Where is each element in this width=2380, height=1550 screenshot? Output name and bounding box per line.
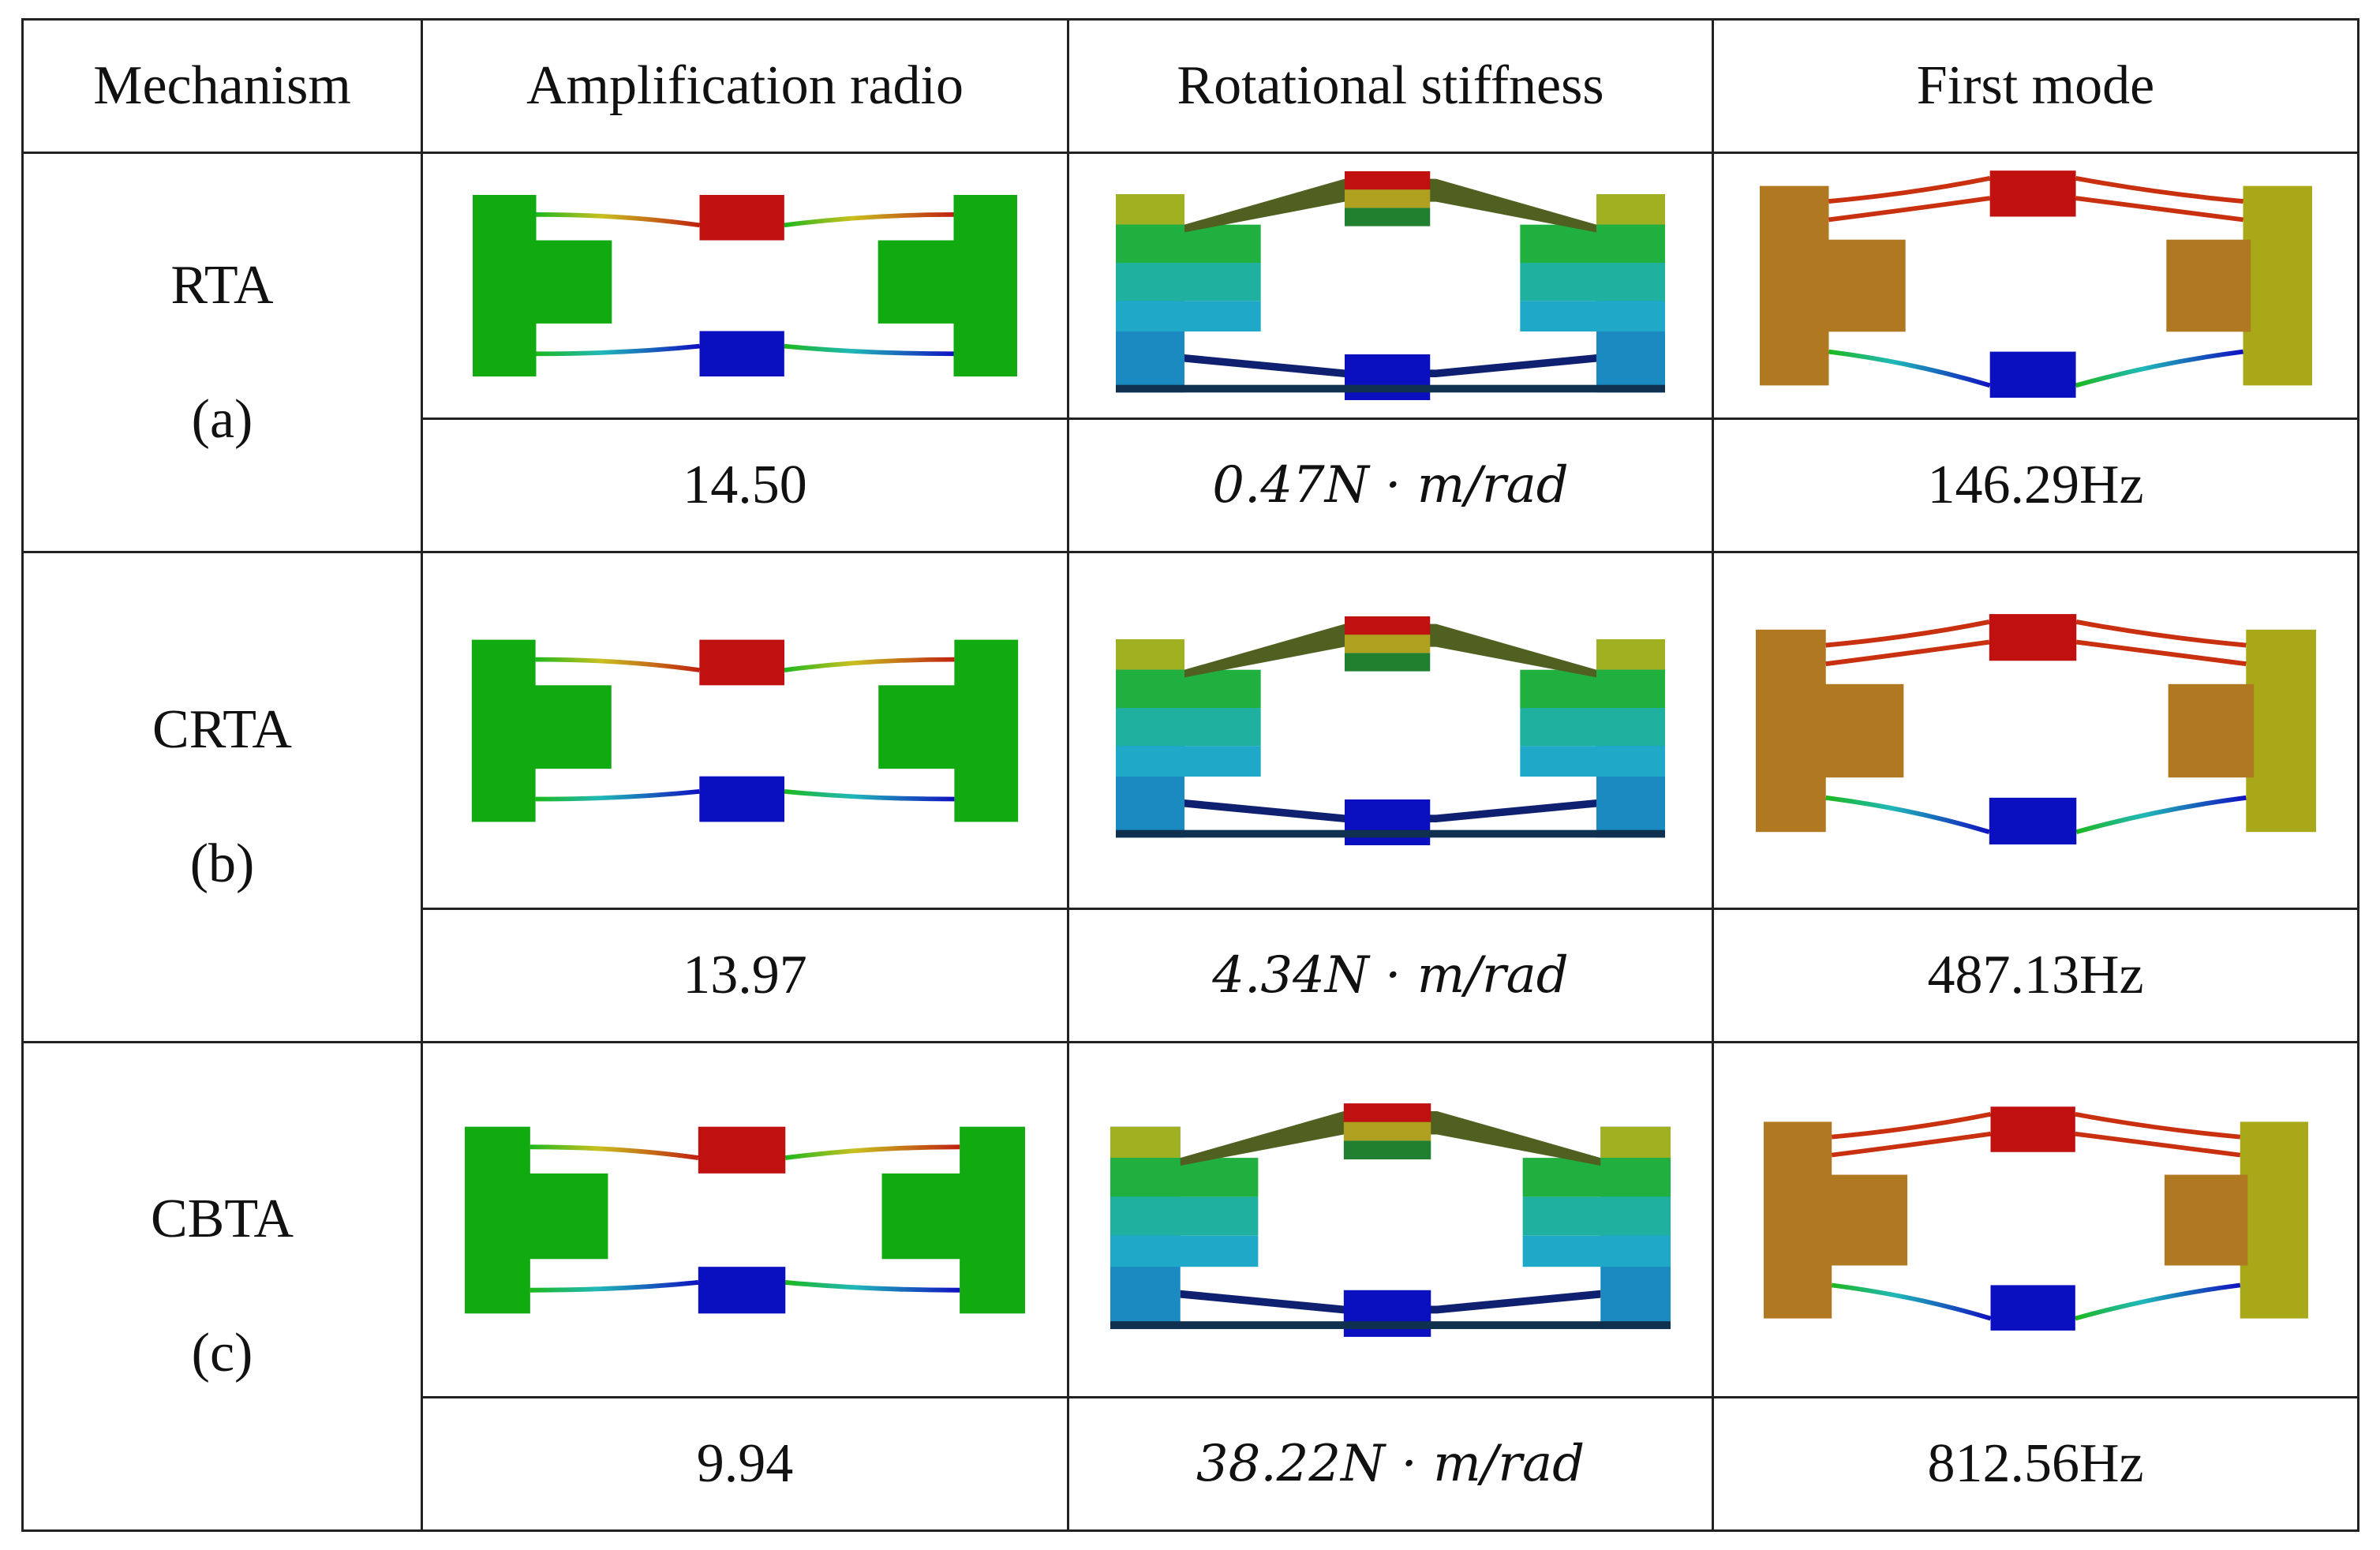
figure xyxy=(469,632,1021,829)
image-row: CBTA (c) xyxy=(21,1041,2359,1532)
image-cell xyxy=(1067,1041,1714,1398)
image-row: RTA (a) xyxy=(21,152,2359,553)
header-cell: First mode xyxy=(1712,18,2359,154)
image-cell xyxy=(1067,551,1714,910)
figure xyxy=(473,187,1017,384)
value-cell: 9.94 xyxy=(421,1396,1069,1532)
figure xyxy=(1764,1086,2308,1354)
value-cell: 812.56Hz xyxy=(1712,1396,2359,1532)
results-table: Mechanism Amplification radio Rotational… xyxy=(21,18,2359,1532)
value-cell: 13.97 xyxy=(421,908,1069,1043)
value-cell: 14.50 xyxy=(421,417,1069,553)
mechanism: RTA xyxy=(170,254,274,316)
image-cell xyxy=(1712,1041,2359,1398)
value-cell: 4.34N · m/rad xyxy=(1067,908,1714,1043)
value-row: 14.50 0.47N · m/rad 146.29Hz xyxy=(23,417,2359,553)
figure xyxy=(1756,612,2316,849)
mechanism-cell: CRTA (b) xyxy=(21,551,423,1043)
header-cell: Amplification radio xyxy=(421,18,1069,154)
figure xyxy=(1760,167,2312,404)
image-cell xyxy=(421,152,1069,420)
value-cell: 146.29Hz xyxy=(1712,417,2359,553)
mechanism-label: (c) xyxy=(191,1323,253,1383)
mechanism: CRTA xyxy=(152,699,292,760)
value-cell: 38.22N · m/rad xyxy=(1067,1396,1714,1532)
header-cell: Rotational stiffness xyxy=(1067,18,1714,154)
header-row: Mechanism Amplification radio Rotational… xyxy=(21,18,2359,154)
figure xyxy=(465,1094,1025,1346)
mechanism-cell: CBTA (c) xyxy=(21,1041,423,1532)
value-row: 13.97 4.34N · m/rad 487.13Hz xyxy=(23,908,2359,1043)
value-cell: 0.47N · m/rad xyxy=(1067,417,1714,553)
value-cell: 487.13Hz xyxy=(1712,908,2359,1043)
mechanism-label: (b) xyxy=(189,833,255,894)
image-cell xyxy=(1067,152,1714,420)
mechanism-cell: RTA (a) xyxy=(21,152,423,553)
figure xyxy=(1116,171,1665,400)
image-cell xyxy=(1712,152,2359,420)
mechanism: CBTA xyxy=(150,1189,294,1249)
image-cell xyxy=(421,1041,1069,1398)
image-cell xyxy=(1712,551,2359,910)
image-cell xyxy=(421,551,1069,910)
mechanism-label: (a) xyxy=(191,388,253,450)
header-cell: Mechanism xyxy=(21,18,423,154)
figure xyxy=(1110,1103,1671,1337)
figure xyxy=(1116,616,1665,845)
image-row: CRTA (b) xyxy=(21,551,2359,1043)
value-row: 9.94 38.22N · m/rad 812.56Hz xyxy=(23,1396,2359,1532)
